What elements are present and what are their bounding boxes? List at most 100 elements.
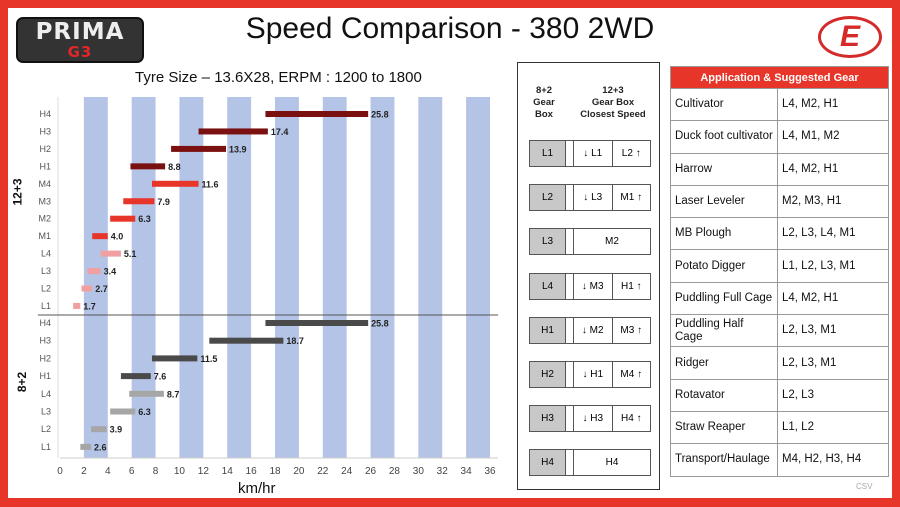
application-name: Harrow	[670, 152, 778, 186]
speed-bar	[198, 128, 268, 135]
higher-gear: H1 ↑	[611, 273, 651, 299]
spacer	[566, 406, 574, 432]
application-name: Ridger	[670, 346, 778, 380]
lower-gear: ↓ H3	[582, 413, 604, 425]
mapping-row: L3 M2	[529, 228, 651, 256]
x-tick-label: 16	[246, 466, 258, 477]
spacer	[566, 273, 574, 299]
grid-band	[227, 97, 252, 458]
grid-band	[275, 97, 299, 458]
gear-label: L3	[41, 407, 51, 417]
application-name: Rotavator	[670, 378, 778, 412]
bar-value-label: 4.0	[111, 232, 124, 242]
application-name: Laser Leveler	[670, 184, 778, 219]
gear-label: H2	[39, 144, 51, 154]
speed-bar	[110, 215, 136, 222]
suggested-gears: L2, L3, L4, M1	[777, 217, 889, 251]
suggested-gears: L1, L2	[777, 410, 889, 445]
bar-value-label: 25.8	[371, 319, 389, 329]
speed-bar	[110, 408, 136, 415]
speed-bar	[73, 302, 81, 309]
x-tick-label: 18	[269, 466, 281, 477]
header-line: Gear	[533, 97, 555, 108]
speed-bar	[81, 285, 93, 292]
bar-value-label: 17.4	[271, 127, 289, 137]
header-12-3: 12+3 Gear Box Closest Speed	[568, 85, 658, 121]
bar-value-label: 5.1	[124, 249, 137, 259]
suggested-gears: L2, L3	[777, 378, 889, 412]
chart-subtitle: Tyre Size – 13.6X28, ERPM : 1200 to 1800	[135, 69, 422, 86]
application-row: Straw Reaper L1, L2	[670, 410, 889, 445]
application-name: Cultivator	[670, 87, 778, 122]
gear-label: H3	[39, 126, 51, 136]
gear-8-2: H3	[530, 406, 566, 432]
gear-label: M3	[38, 196, 51, 206]
spacer	[566, 450, 574, 476]
gear-label: L4	[41, 389, 51, 399]
header-line: Box	[535, 109, 553, 120]
application-name: Straw Reaper	[670, 410, 778, 445]
application-name: Puddling Full Cage	[670, 281, 778, 316]
header-line: Gear Box	[591, 97, 635, 108]
bar-value-label: 1.7	[83, 301, 96, 311]
mapping-row: H4 H4	[529, 449, 651, 477]
x-tick-label: 8	[153, 466, 159, 477]
grid-band	[131, 97, 156, 458]
gear-label: M1	[38, 231, 51, 241]
bar-value-label: 2.6	[94, 442, 107, 452]
gear-8-2: H4	[530, 450, 566, 476]
speed-bar	[129, 390, 164, 397]
speed-bar	[130, 163, 166, 170]
suggested-gears: L4, M2, H1	[777, 281, 889, 316]
header-line: Closest Speed	[580, 109, 646, 120]
gear-8-2: L3	[530, 229, 566, 255]
higher-gear: M1 ↑	[611, 185, 651, 211]
bar-value-label: 25.8	[371, 110, 389, 120]
application-row: Transport/Haulage M4, H2, H3, H4	[670, 443, 889, 477]
higher-gear: M4 ↑	[611, 362, 651, 387]
x-tick-label: 28	[389, 466, 401, 477]
x-axis-label: km/hr	[238, 480, 276, 497]
bar-value-label: 8.8	[168, 162, 181, 172]
speed-bar	[100, 250, 121, 257]
gear-label: L3	[41, 266, 51, 276]
x-tick-label: 6	[129, 466, 135, 477]
application-name: Transport/Haulage	[670, 443, 778, 477]
gear-8-2: L1	[530, 141, 566, 166]
application-name: Puddling Half Cage	[670, 314, 778, 348]
x-tick-label: 26	[365, 466, 377, 477]
speed-bar	[80, 443, 92, 450]
mapping-row: L1 ↓ L1 L2 ↑	[529, 140, 651, 167]
x-tick-label: 34	[461, 466, 473, 477]
x-tick-label: 12	[198, 466, 210, 477]
gear-8-2: H2	[530, 362, 566, 387]
bar-value-label: 3.4	[104, 267, 117, 277]
gear-label: M4	[38, 179, 51, 189]
gear-label: L4	[41, 249, 51, 259]
speed-bar	[91, 426, 107, 433]
application-row: Laser Leveler M2, M3, H1	[670, 184, 889, 219]
x-tick-label: 4	[105, 466, 111, 477]
header-line: 12+3	[602, 85, 624, 96]
applications-table: Application & Suggested Gear Cultivator L…	[670, 66, 889, 477]
spacer	[566, 141, 574, 166]
applications-header: Application & Suggested Gear	[670, 66, 889, 89]
lower-gear: ↓ M2	[581, 324, 604, 336]
speed-bar	[120, 373, 151, 380]
gear-8-2: L4	[530, 273, 566, 299]
speed-bar	[151, 180, 199, 187]
application-row: Puddling Full Cage L4, M2, H1	[670, 281, 889, 316]
gear-label: H1	[39, 161, 51, 171]
grid-band	[179, 97, 204, 458]
x-tick-label: 36	[484, 466, 496, 477]
grid-band	[83, 97, 108, 458]
gear-label: L1	[41, 301, 51, 311]
application-row: Potato Digger L1, L2, L3, M1	[670, 249, 889, 283]
bar-value-label: 11.6	[202, 179, 219, 189]
speed-bar	[87, 268, 101, 275]
watermark: CSV	[856, 482, 873, 491]
bar-value-label: 18.7	[286, 336, 304, 346]
gear-8-2: L2	[530, 185, 566, 211]
x-tick-label: 24	[341, 466, 353, 477]
